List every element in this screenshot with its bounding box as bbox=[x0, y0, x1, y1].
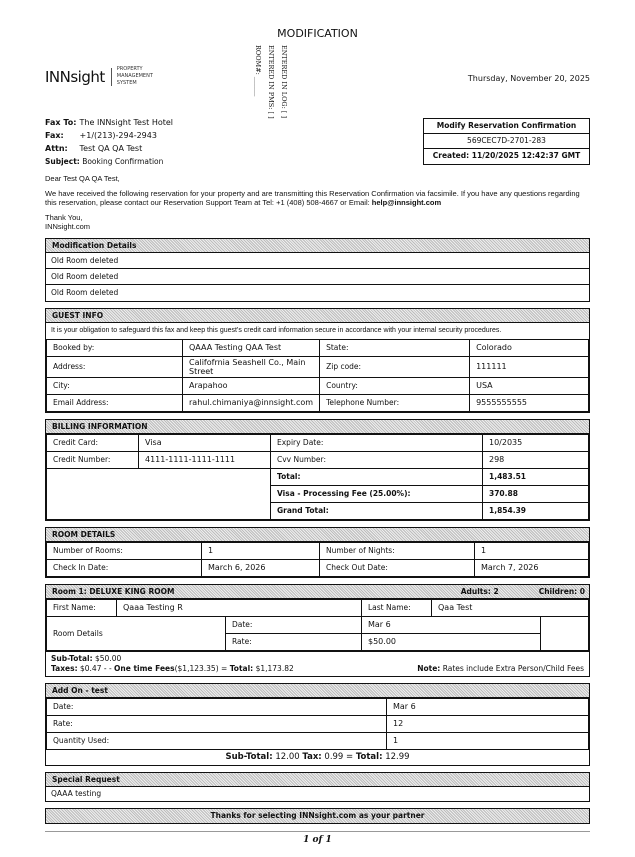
list-item: Old Room deleted bbox=[46, 269, 589, 285]
billing-information: BILLING INFORMATION Credit Card: Visa Expi… bbox=[45, 418, 590, 521]
field-label: Country: bbox=[319, 376, 471, 395]
confirmation-title: Modify Reservation Confirmation bbox=[424, 119, 589, 134]
innsight-logo: INNsight PROPERTY MANAGEMENT SYSTEM bbox=[45, 66, 153, 87]
entered-pms-stamp: ENTERED IN PMS: [ ] bbox=[267, 45, 275, 119]
security-notice: It is your obligation to safeguard this … bbox=[51, 326, 502, 334]
confirmation-box: Modify Reservation Confirmation 569CEC7D… bbox=[423, 118, 590, 165]
confirmation-number: 569CEC7D-2701-283 bbox=[424, 134, 589, 149]
field-label: Zip code: bbox=[319, 355, 471, 378]
support-email-link[interactable]: help@innsight.com bbox=[371, 198, 442, 207]
letter-body: We have received the following reservati… bbox=[45, 188, 580, 208]
field-value: Arapahoo bbox=[181, 376, 321, 395]
field-value: 9555555555 bbox=[469, 393, 589, 412]
logo-subtitle: PROPERTY MANAGEMENT SYSTEM bbox=[116, 66, 153, 86]
field-label: Telephone Number: bbox=[319, 393, 471, 412]
sign-off: Thank You, INNsight.com bbox=[45, 212, 91, 232]
fax-header: Fax To: The INNsight Test Hotel Fax: +1/… bbox=[45, 118, 174, 166]
field-label: State: bbox=[319, 338, 471, 357]
page-number: 1 of 1 bbox=[303, 834, 332, 845]
list-item: Old Room deleted bbox=[51, 287, 119, 297]
greeting: Dear Test QA QA Test, bbox=[45, 174, 120, 183]
document-body: Dear Test QA QA Test, We have received t… bbox=[45, 174, 590, 845]
field-label: Booked by: bbox=[46, 338, 183, 357]
list-item: Old Room deleted bbox=[46, 253, 589, 269]
table-row: Booked by: QAAA Testing QAA Test State: Col… bbox=[46, 338, 589, 357]
field-label: Address: bbox=[46, 355, 183, 378]
field-value: 111111 bbox=[469, 355, 589, 378]
confirmation-created: Created: 11/20/2025 12:42:37 GMT bbox=[432, 151, 581, 160]
footer-divider bbox=[45, 830, 590, 832]
guest-info: GUEST INFO It is your obligation to safe… bbox=[45, 307, 590, 413]
field-label: City: bbox=[46, 376, 183, 395]
thanks-banner: Thanks for selecting INNsight.com as you… bbox=[45, 807, 590, 824]
entered-log-stamp: ENTERED IN LOG: [ ] bbox=[280, 45, 288, 118]
add-on: Add On - test Date: Mar 6 Rate: 12 Quantit… bbox=[45, 682, 590, 766]
room-details: ROOM DETAILS Number of Rooms: 1 Number of … bbox=[45, 526, 590, 578]
field-value: QAAA Testing QAA Test bbox=[181, 338, 321, 357]
table-row: City: Arapahoo Country: USA bbox=[46, 376, 589, 395]
field-label: Email Address: bbox=[46, 393, 183, 412]
field-value: Califofrnia Seashell Co., Main Street bbox=[181, 355, 321, 378]
field-value: USA bbox=[469, 376, 589, 395]
table-row: Email Address: rahul.chimaniya@innsight.c… bbox=[46, 393, 589, 412]
field-value: Colorado bbox=[469, 338, 589, 357]
special-request: Special Request QAAA testing bbox=[45, 771, 590, 802]
modification-details: Modification Details Old Room deleted Ol… bbox=[45, 237, 590, 302]
field-value: rahul.chimaniya@innsight.com bbox=[181, 393, 321, 412]
room-number-stamp: ROOM#: ______ bbox=[254, 45, 262, 97]
logo-brand: INNsight bbox=[45, 67, 112, 86]
document-date: Thursday, November 20, 2025 bbox=[467, 74, 590, 83]
room-1: Room 1: DELUXE KING ROOM Adults: 2 Childre… bbox=[45, 583, 590, 677]
table-row: Address: Califofrnia Seashell Co., Main S… bbox=[46, 355, 589, 378]
document-title: MODIFICATION bbox=[277, 27, 358, 40]
